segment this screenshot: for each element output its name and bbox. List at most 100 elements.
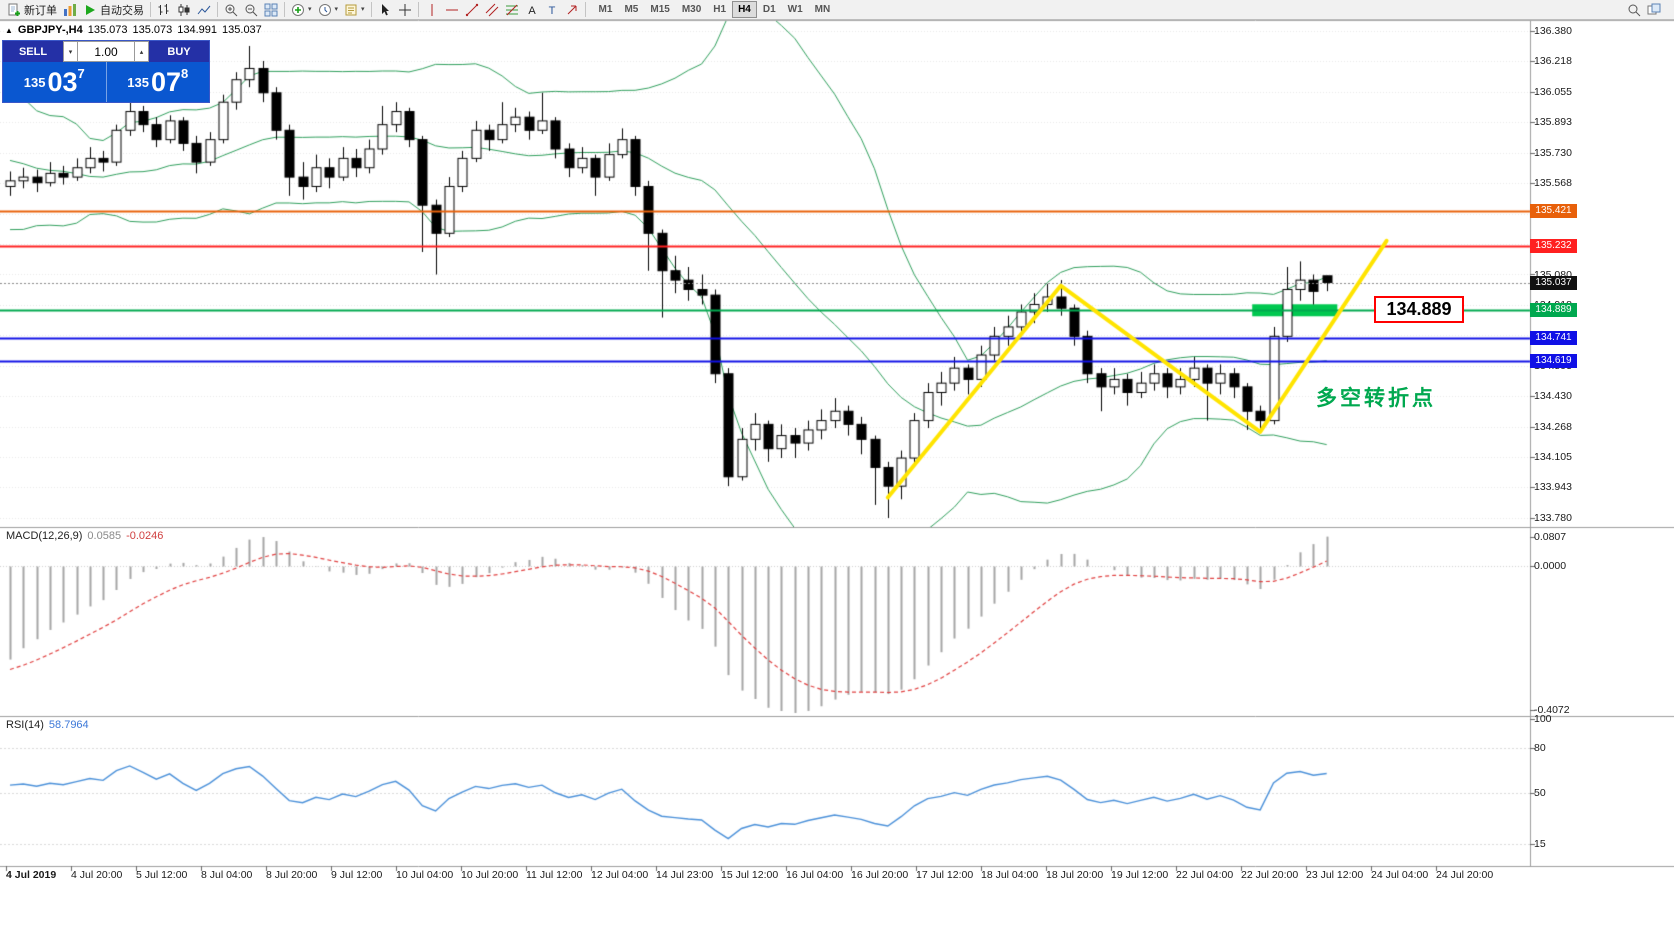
label-button[interactable]: T <box>542 1 562 19</box>
one-click-trade-panel: SELL ▾ ▴ BUY 135 03 7 135 07 8 <box>2 40 210 103</box>
channel-button[interactable] <box>482 1 502 19</box>
charts-button[interactable] <box>60 1 80 19</box>
buy-button[interactable]: BUY <box>149 41 209 62</box>
current-price-tag: 135.037 <box>1530 275 1577 290</box>
timeframe-group: M1 M5 M15 M30 H1 H4 D1 W1 MN <box>593 1 837 18</box>
turning-point-annotation[interactable]: 多空转折点 <box>1316 387 1436 410</box>
chevron-up-icon: ▴ <box>139 48 144 56</box>
volume-up-button[interactable]: ▴ <box>134 41 149 62</box>
volume-dropdown-button[interactable]: ▾ <box>63 41 78 62</box>
buy-price-sup: 8 <box>181 65 189 81</box>
timeframe-button-h1[interactable]: H1 <box>707 1 732 18</box>
price-callout[interactable]: 134.889 <box>1374 296 1464 323</box>
price-axis-label: 134.430 <box>1534 390 1572 403</box>
indicators-button[interactable]: ▾ <box>288 1 315 19</box>
fibonacci-icon <box>505 3 519 17</box>
chevron-down-icon: ▾ <box>334 5 339 13</box>
tile-windows-button[interactable] <box>261 1 281 19</box>
bar-chart-icon <box>63 3 77 17</box>
rsi-axis-label: 80 <box>1534 742 1546 755</box>
time-axis-label: 16 Jul 04:00 <box>786 869 844 881</box>
cursor-button[interactable] <box>375 1 395 19</box>
chevron-down-icon: ▾ <box>308 5 312 13</box>
zoom-in-button[interactable] <box>221 1 241 19</box>
trade-panel-controls: SELL ▾ ▴ BUY <box>3 41 209 62</box>
timeframe-button-m15[interactable]: M15 <box>644 1 675 18</box>
channel-icon <box>485 3 499 17</box>
chevron-down-icon: ▾ <box>361 5 365 13</box>
rsi-name: RSI(14) <box>6 719 44 731</box>
timeframe-button-m5[interactable]: M5 <box>618 1 644 18</box>
macd-axis-label: 0.0807 <box>1534 531 1567 543</box>
price-level-tag: 134.889 <box>1530 303 1577 318</box>
collapse-triangle-icon[interactable]: ▲ <box>5 26 13 35</box>
timeframe-button-d1[interactable]: D1 <box>757 1 782 18</box>
horizontal-line-button[interactable] <box>442 1 462 19</box>
time-axis-label: 22 Jul 20:00 <box>1241 869 1299 881</box>
time-axis-label: 4 Jul 2019 <box>6 869 57 881</box>
new-order-icon <box>7 3 21 17</box>
buy-price[interactable]: 135 07 8 <box>107 62 210 102</box>
time-axis-label: 10 Jul 20:00 <box>461 869 519 881</box>
trendline-button[interactable] <box>462 1 482 19</box>
volume-input[interactable] <box>78 41 134 62</box>
sell-price-big: 03 <box>47 67 78 97</box>
timeframe-button-m1[interactable]: M1 <box>593 1 619 18</box>
candlestick-chart-button[interactable] <box>174 1 194 19</box>
line-chart-button[interactable] <box>194 1 214 19</box>
new-order-label: 新订单 <box>24 4 57 17</box>
new-order-button[interactable]: 新订单 <box>4 1 60 19</box>
text-button[interactable]: A <box>522 1 542 19</box>
price-axis-label: 135.893 <box>1534 116 1572 129</box>
rsi-label: RSI(14) 58.7964 <box>6 719 89 731</box>
autotrade-label: 自动交易 <box>100 4 144 17</box>
zoom-out-button[interactable] <box>241 1 261 19</box>
rsi-axis-label: 15 <box>1534 837 1546 850</box>
time-axis-label: 9 Jul 12:00 <box>331 869 383 881</box>
time-axis-label: 17 Jul 12:00 <box>916 869 974 881</box>
timeframe-button-mn[interactable]: MN <box>809 1 837 18</box>
toolbar-separator <box>584 2 586 17</box>
new-window-button[interactable] <box>1644 1 1664 19</box>
timeframe-button-w1[interactable]: W1 <box>782 1 809 18</box>
trade-panel-prices: 135 03 7 135 07 8 <box>3 62 209 102</box>
periods-dropdown[interactable]: ▾ <box>315 1 342 19</box>
templates-dropdown[interactable]: ▾ <box>341 1 368 19</box>
toolbar-separator <box>217 2 218 17</box>
price-axis-label: 135.568 <box>1534 177 1572 190</box>
autotrade-button[interactable]: 自动交易 <box>80 1 147 19</box>
time-axis-label: 24 Jul 04:00 <box>1371 869 1429 881</box>
sell-button[interactable]: SELL <box>3 41 63 62</box>
vertical-line-button[interactable] <box>422 1 442 19</box>
cursor-icon <box>378 3 392 17</box>
rsi-axis-label: 50 <box>1534 786 1546 799</box>
fibonacci-button[interactable] <box>502 1 522 19</box>
time-axis-label: 16 Jul 20:00 <box>851 869 909 881</box>
candlestick-icon <box>177 3 191 17</box>
search-icon <box>1627 3 1641 17</box>
sell-price-sup: 7 <box>77 65 85 81</box>
bar-high-value: 135.073 <box>132 24 173 36</box>
chevron-down-icon: ▾ <box>68 48 73 56</box>
tile-windows-icon <box>264 3 278 17</box>
arrow-object-button[interactable] <box>562 1 582 19</box>
sell-price[interactable]: 135 03 7 <box>3 62 106 102</box>
add-indicator-icon <box>291 3 305 17</box>
buy-price-big: 07 <box>150 67 181 97</box>
crosshair-icon <box>398 3 412 17</box>
crosshair-button[interactable] <box>395 1 415 19</box>
price-axis-label: 133.943 <box>1534 481 1572 494</box>
trade-panel-divider <box>105 62 107 102</box>
ohlc-bars-button[interactable] <box>154 1 174 19</box>
price-axis-label: 136.055 <box>1534 85 1572 98</box>
time-axis-label: 19 Jul 12:00 <box>1111 869 1169 881</box>
timeframe-button-m30[interactable]: M30 <box>676 1 707 18</box>
rsi-axis-label: 100 <box>1534 713 1552 725</box>
timeframe-button-h4[interactable]: H4 <box>732 1 757 18</box>
search-button[interactable] <box>1624 1 1644 19</box>
time-axis-label: 11 Jul 12:00 <box>526 869 583 881</box>
vertical-line-icon <box>425 3 439 17</box>
price-axis-label: 136.380 <box>1534 25 1572 37</box>
